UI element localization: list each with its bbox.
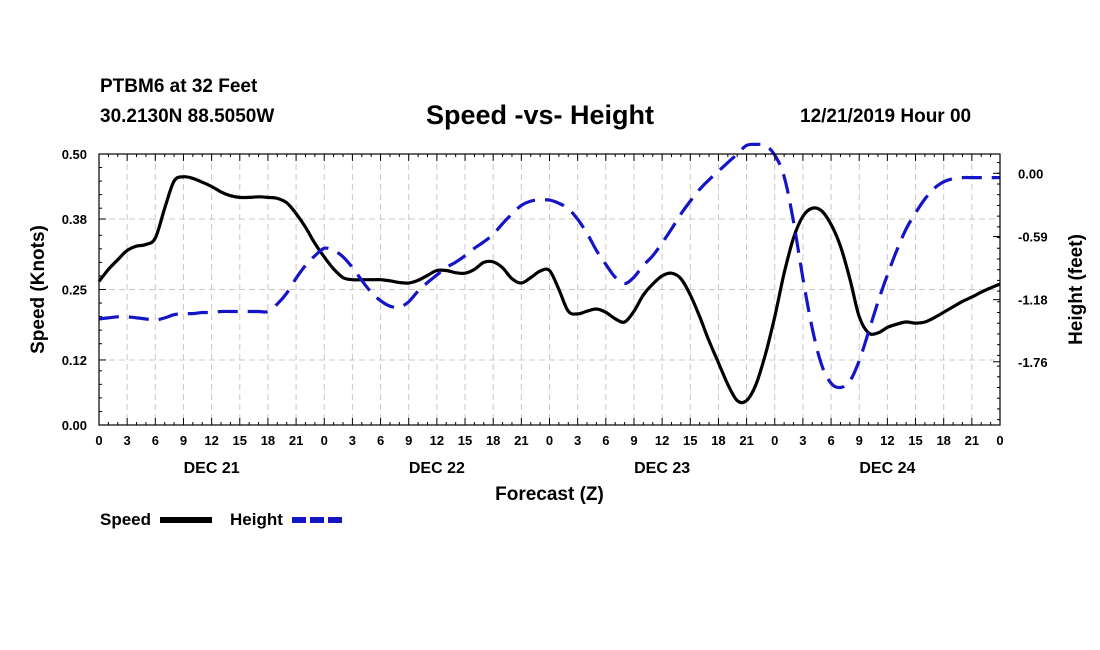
day-label: DEC 24 <box>859 460 915 477</box>
y2-axis-title: Height (feet) <box>1066 234 1087 345</box>
x-tick-label: 0 <box>95 433 102 448</box>
x-tick-label: 21 <box>965 433 979 448</box>
x-tick-label: 6 <box>827 433 834 448</box>
x-tick-label: 21 <box>289 433 303 448</box>
y-tick-label: 0.50 <box>62 147 87 162</box>
x-tick-label: 0 <box>321 433 328 448</box>
x-tick-label: 15 <box>233 433 247 448</box>
x-tick-label: 18 <box>486 433 500 448</box>
x-tick-label: 0 <box>771 433 778 448</box>
legend-label-height: Height <box>230 510 283 529</box>
axes: 0 3 6 9 12 15 18 21 0 3 6 9 12 15 18 21 0 3 6 9 12 15 18 21 0 3 6 9… <box>28 147 1087 505</box>
x-axis-title: Forecast (Z) <box>495 484 604 505</box>
day-label: DEC 22 <box>409 460 465 477</box>
x-tick-label: 6 <box>152 433 159 448</box>
y2-tick-label: -0.59 <box>1018 229 1048 244</box>
x-tick-label: 18 <box>261 433 275 448</box>
y-tick-label: 0.25 <box>62 283 87 298</box>
x-tick-label: 3 <box>349 433 356 448</box>
x-tick-label: 15 <box>683 433 697 448</box>
series-layer <box>97 142 1001 405</box>
station-label: PTBM6 at 32 Feet <box>100 76 258 97</box>
x-tick-label: 9 <box>630 433 637 448</box>
y2-tick-label: 0.00 <box>1018 166 1043 181</box>
x-tick-label: 9 <box>180 433 187 448</box>
x-tick-label: 9 <box>405 433 412 448</box>
x-tick-label: 18 <box>936 433 950 448</box>
y-axis-title: Speed (Knots) <box>28 225 49 354</box>
x-tick-label: 0 <box>546 433 553 448</box>
x-tick-label: 15 <box>908 433 922 448</box>
y2-tick-label: -1.18 <box>1018 293 1048 308</box>
x-tick-label: 3 <box>124 433 131 448</box>
x-tick-label: 12 <box>655 433 669 448</box>
x-tick-label: 12 <box>430 433 444 448</box>
day-label: DEC 23 <box>634 460 690 477</box>
legend-label-speed: Speed <box>100 510 151 529</box>
x-tick-label: 6 <box>602 433 609 448</box>
x-tick-label: 9 <box>856 433 863 448</box>
y-tick-label: 0.38 <box>62 212 87 227</box>
forecast-datetime: 12/21/2019 Hour 00 <box>800 106 972 127</box>
series-line-height <box>98 142 1000 390</box>
x-tick-label: 21 <box>514 433 528 448</box>
x-tick-label: 6 <box>377 433 384 448</box>
y2-tick-label: -1.76 <box>1018 355 1048 370</box>
day-label: DEC 21 <box>184 460 240 477</box>
series-line-speed <box>97 175 1001 405</box>
grid <box>99 154 1000 425</box>
x-tick-label: 15 <box>458 433 472 448</box>
x-tick-label: 12 <box>204 433 218 448</box>
x-tick-label: 3 <box>574 433 581 448</box>
y-tick-label: 0.00 <box>62 418 87 433</box>
x-tick-label: 12 <box>880 433 894 448</box>
x-tick-label: 21 <box>739 433 753 448</box>
x-tick-label: 18 <box>711 433 725 448</box>
coordinates-label: 30.2130N 88.5050W <box>100 106 275 127</box>
legend: Speed Height <box>100 510 344 529</box>
y-tick-label: 0.12 <box>62 353 87 368</box>
chart-title: Speed -vs- Height <box>426 100 655 130</box>
x-tick-label: 3 <box>799 433 806 448</box>
x-tick-label: 0 <box>996 433 1003 448</box>
